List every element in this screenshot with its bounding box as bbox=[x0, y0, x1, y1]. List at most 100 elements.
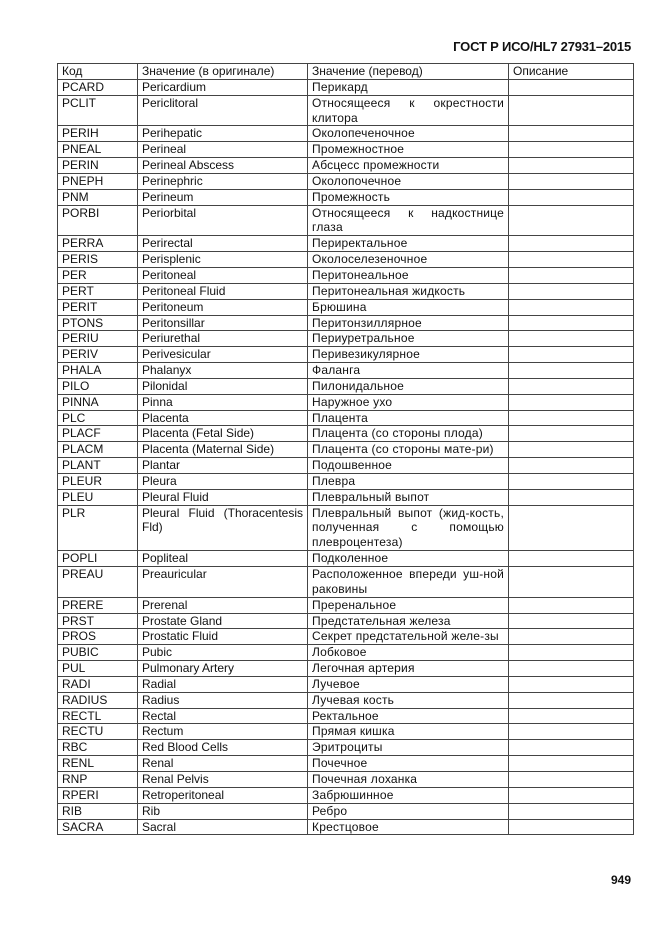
original-value-cell: Perinephric bbox=[137, 172, 308, 190]
translation-cell: Перитонеальное bbox=[307, 266, 509, 284]
original-value-cell: Retroperitoneal bbox=[137, 786, 308, 804]
translation-cell: Относящееся к окрестности клитора bbox=[307, 94, 509, 127]
table-row: PRERE Prerenal Преренальное bbox=[57, 596, 634, 614]
column-header-translation: Значение (перевод) bbox=[307, 63, 509, 80]
table-row: PLACF Placenta (Fetal Side) Плацента (со с… bbox=[57, 425, 634, 443]
description-cell bbox=[508, 786, 634, 804]
description-cell bbox=[508, 770, 634, 788]
description-cell bbox=[508, 739, 634, 757]
table-row: PTONS Peritonsillar Перитонзиллярное bbox=[57, 314, 634, 332]
table-row: PHALA Phalanyx Фаланга bbox=[57, 362, 634, 379]
code-cell: RBC bbox=[57, 739, 138, 757]
description-cell bbox=[508, 235, 634, 253]
code-cell: PRERE bbox=[57, 596, 138, 614]
translation-cell: Крестцовое bbox=[307, 818, 509, 836]
description-cell bbox=[508, 362, 634, 379]
original-value-cell: Radius bbox=[137, 691, 308, 709]
description-cell bbox=[508, 755, 634, 772]
code-cell: PORBI bbox=[57, 204, 138, 237]
translation-cell: Периуретральное bbox=[307, 330, 509, 348]
translation-cell: Секрет предстательной желе-зы bbox=[307, 628, 509, 646]
original-value-cell: Periclitoral bbox=[137, 94, 308, 127]
original-value-cell: Red Blood Cells bbox=[137, 739, 308, 757]
translation-cell: Лобковое bbox=[307, 644, 509, 662]
code-cell: PLANT bbox=[57, 457, 138, 474]
table-row: RIB Rib Ребро bbox=[57, 802, 634, 820]
table-row: PERIS Perisplenic Околоселезеночное bbox=[57, 251, 634, 268]
translation-cell: Пилонидальное bbox=[307, 377, 509, 395]
table-row: PINNA Pinna Наружное ухо bbox=[57, 393, 634, 411]
translation-cell: Легочная артерия bbox=[307, 660, 509, 677]
original-value-cell: Pleura bbox=[137, 472, 308, 490]
table-row: RENL Renal Почечное bbox=[57, 755, 634, 772]
table-row: PERRA Perirectal Периректальное bbox=[57, 235, 634, 253]
code-cell: PNEPH bbox=[57, 172, 138, 190]
description-cell bbox=[508, 504, 634, 552]
code-cell: PLEUR bbox=[57, 472, 138, 490]
description-cell bbox=[508, 612, 634, 630]
code-cell: PTONS bbox=[57, 314, 138, 332]
translation-cell: Лучевая кость bbox=[307, 691, 509, 709]
original-value-cell: Periurethal bbox=[137, 330, 308, 348]
description-cell bbox=[508, 723, 634, 741]
page-number: 949 bbox=[610, 873, 631, 887]
description-cell bbox=[508, 472, 634, 490]
description-cell bbox=[508, 330, 634, 348]
code-cell: RECTL bbox=[57, 707, 138, 725]
code-cell: PLC bbox=[57, 409, 138, 427]
original-value-cell: Perihepatic bbox=[137, 125, 308, 143]
code-cell: PLEU bbox=[57, 488, 138, 506]
description-cell bbox=[508, 298, 634, 316]
description-cell bbox=[508, 457, 634, 474]
translation-cell: Забрюшинное bbox=[307, 786, 509, 804]
original-value-cell: Perivesicular bbox=[137, 346, 308, 364]
table-row: PNEAL Perineal Промежностное bbox=[57, 141, 634, 159]
code-cell: PERIN bbox=[57, 157, 138, 174]
original-value-cell: Placenta bbox=[137, 409, 308, 427]
original-value-cell: Prostatic Fluid bbox=[137, 628, 308, 646]
code-cell: PHALA bbox=[57, 362, 138, 379]
original-value-cell: Pulmonary Artery bbox=[137, 660, 308, 677]
table-row: PLR Pleural Fluid (Thoracentesis Fld) Плев… bbox=[57, 504, 634, 552]
table-row: PREAU Preauricular Расположенное впереди у… bbox=[57, 566, 634, 598]
translation-cell: Ректальное bbox=[307, 707, 509, 725]
description-cell bbox=[508, 644, 634, 662]
description-cell bbox=[508, 596, 634, 614]
code-cell: PERT bbox=[57, 282, 138, 300]
original-value-cell: Perirectal bbox=[137, 235, 308, 253]
code-cell: PUBIC bbox=[57, 644, 138, 662]
translation-cell: Преренальное bbox=[307, 596, 509, 614]
code-cell: PRST bbox=[57, 612, 138, 630]
table-row: PERIV Perivesicular Перивезикулярное bbox=[57, 346, 634, 364]
description-cell bbox=[508, 157, 634, 174]
original-value-cell: Placenta (Maternal Side) bbox=[137, 441, 308, 459]
code-cell: PERIV bbox=[57, 346, 138, 364]
translation-cell: Перитонеальная жидкость bbox=[307, 282, 509, 300]
code-cell: PLACM bbox=[57, 441, 138, 459]
translation-cell: Плевральный выпот bbox=[307, 488, 509, 506]
original-value-cell: Pleural Fluid (Thoracentesis Fld) bbox=[137, 504, 308, 552]
code-cell: PERIS bbox=[57, 251, 138, 268]
table-header-row: Код Значение (в оригинале) Значение (пер… bbox=[57, 63, 634, 80]
translation-cell: Почечное bbox=[307, 755, 509, 772]
code-cell: RNP bbox=[57, 770, 138, 788]
code-cell: PERRA bbox=[57, 235, 138, 253]
description-cell bbox=[508, 441, 634, 459]
original-value-cell: Peritonsillar bbox=[137, 314, 308, 332]
translation-cell: Абсцесс промежности bbox=[307, 157, 509, 174]
table-row: PCLIT Periclitoral Относящееся к окрестнос… bbox=[57, 94, 634, 127]
description-cell bbox=[508, 314, 634, 332]
translation-cell: Расположенное впереди уш-ной раковины bbox=[307, 566, 509, 598]
table-row: PLEUR Pleura Плевра bbox=[57, 472, 634, 490]
description-cell bbox=[508, 282, 634, 300]
code-cell: PILO bbox=[57, 377, 138, 395]
translation-cell: Перитонзиллярное bbox=[307, 314, 509, 332]
code-cell: RENL bbox=[57, 755, 138, 772]
original-value-cell: Phalanyx bbox=[137, 362, 308, 379]
original-value-cell: Popliteal bbox=[137, 550, 308, 567]
translation-cell: Плевральный выпот (жид-кость, полученная… bbox=[307, 504, 509, 552]
translation-cell: Периректальное bbox=[307, 235, 509, 253]
table-row: PERIU Periurethal Периуретральное bbox=[57, 330, 634, 348]
original-value-cell: Rectum bbox=[137, 723, 308, 741]
table-row: POPLI Popliteal Подколенное bbox=[57, 550, 634, 567]
